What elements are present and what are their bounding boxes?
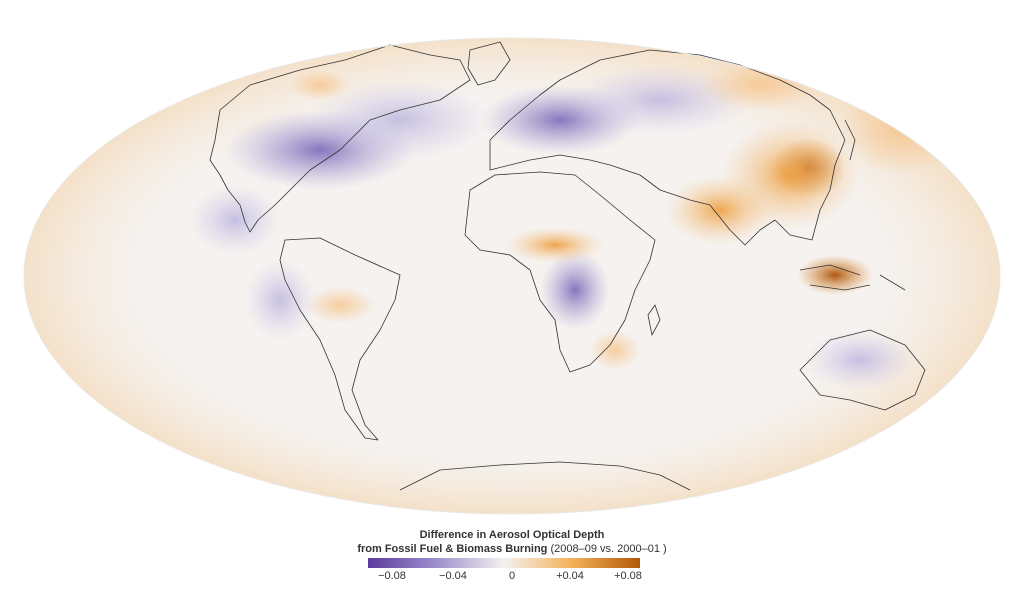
atlantic-decrease [310,80,490,160]
colorbar-tick: −0.04 [439,570,467,582]
antarctica-outline [399,461,691,491]
sahel-increase [505,227,605,263]
coastlines [209,41,926,491]
greenland-outline [467,41,511,86]
colorbar-tick: +0.04 [556,570,584,582]
legend: Difference in Aerosol Optical Depth from… [0,528,1024,598]
southeast-africa-increase [590,330,640,370]
africa-outline [464,171,656,373]
globe-border [23,37,1001,515]
australia-outline [799,329,926,411]
australia-decrease [805,330,915,390]
colorbar-tick: +0.08 [614,570,642,582]
indonesia-outline [799,264,906,291]
canada-increase [290,70,350,100]
south-america-outline [279,237,401,441]
legend-subtitle-bold: from Fossil Fuel & Biomass Burning [357,543,548,555]
eurasia-outline [489,49,846,246]
india-increase [665,175,775,245]
legend-title: Difference in Aerosol Optical Depth [419,529,605,541]
north-america-outline [209,44,471,233]
legend-subtitle: from Fossil Fuel & Biomass Burning (2008… [0,542,1024,556]
globe-fill [24,38,1000,514]
central-america-decrease [190,185,280,255]
colorbar [368,558,640,568]
central-africa-decrease [540,250,610,330]
south-america-west-decrease [245,260,315,340]
colorbar-tick: −0.08 [378,570,406,582]
world-map [23,37,1001,515]
indonesia-increase [797,255,873,295]
madagascar-outline [647,304,661,336]
japan-outline [844,119,856,161]
pacific-increase [840,85,960,175]
legend-subtitle-dates: (2008–09 vs. 2000–01 ) [547,543,667,555]
aerosol-difference-map [23,37,1001,515]
colorbar-tick: 0 [508,570,516,582]
amazon-increase [305,287,375,323]
